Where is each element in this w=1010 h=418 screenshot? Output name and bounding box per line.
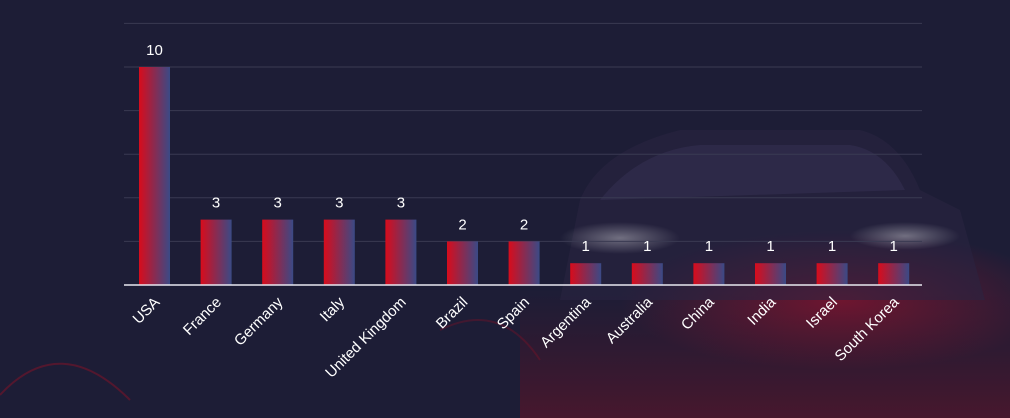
value-label: 3 <box>274 195 282 212</box>
bar <box>755 263 786 285</box>
bar <box>570 263 602 285</box>
value-label: 1 <box>890 238 898 255</box>
bar <box>693 263 725 285</box>
value-label: 1 <box>582 238 590 255</box>
value-label: 1 <box>828 238 836 255</box>
bar <box>323 219 355 285</box>
value-label: 3 <box>397 195 405 212</box>
value-label: 10 <box>146 42 163 59</box>
value-label: 2 <box>520 216 528 233</box>
bar <box>385 219 417 285</box>
bar <box>878 263 910 285</box>
category-label: Germany <box>231 293 287 349</box>
bar <box>262 219 294 285</box>
value-label: 1 <box>643 238 651 255</box>
bar <box>200 219 232 285</box>
value-label: 3 <box>212 195 220 212</box>
category-label: Brazil <box>433 294 472 333</box>
value-label: 3 <box>335 195 343 212</box>
value-label: 2 <box>458 216 466 233</box>
bar <box>816 263 848 285</box>
bars <box>139 67 910 285</box>
value-label: 1 <box>766 238 774 255</box>
category-label: France <box>180 294 225 339</box>
category-label: Italy <box>317 293 349 325</box>
category-label: USA <box>129 294 163 328</box>
bar <box>447 241 478 285</box>
bar <box>508 241 540 285</box>
value-label: 1 <box>705 238 713 255</box>
value-labels: 10 3 3 3 3 2 2 1 1 1 1 1 1 <box>146 42 898 255</box>
background-car-decoration <box>0 130 1010 418</box>
bar <box>631 263 663 285</box>
bar <box>139 67 170 285</box>
